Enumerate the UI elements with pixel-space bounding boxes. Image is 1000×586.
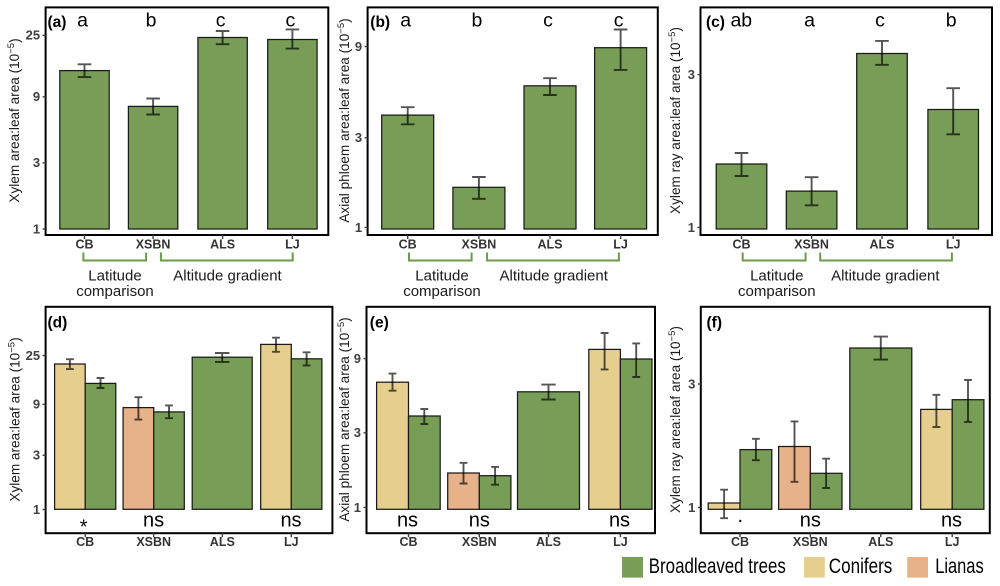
svg-text:a: a [804,10,815,32]
svg-text:LJ: LJ [946,238,961,252]
svg-text:ab: ab [730,10,752,32]
svg-text:Xylem ray area:leaf area (10−5: Xylem ray area:leaf area (10−5) [667,326,683,513]
svg-text:c: c [543,10,553,32]
svg-text:ALS: ALS [868,535,893,549]
svg-text:25: 25 [26,28,40,43]
svg-text:ns: ns [397,510,418,532]
svg-text:ALS: ALS [538,238,563,252]
svg-text:(d): (d) [48,315,68,332]
svg-text:1: 1 [33,502,40,517]
svg-text:ns: ns [280,510,301,532]
svg-text:c: c [875,10,885,32]
svg-text:comparison: comparison [403,283,481,300]
svg-text:LJ: LJ [285,238,300,252]
svg-text:LJ: LJ [945,535,960,549]
svg-text:3: 3 [354,425,361,440]
svg-text:XSBN: XSBN [136,238,171,252]
svg-text:1: 1 [354,500,361,515]
svg-text:Xylem area:leaf area (10−5): Xylem area:leaf area (10−5) [6,38,22,202]
svg-text:1: 1 [33,221,40,236]
svg-text:1: 1 [688,500,695,515]
svg-text:c: c [286,10,296,32]
svg-text:CB: CB [399,238,417,252]
svg-text:(a): (a) [48,14,67,31]
svg-text:ns: ns [941,510,962,532]
svg-text:Altitude gradient: Altitude gradient [499,268,608,285]
svg-text:(f): (f) [707,315,723,332]
svg-text:Axial phloem area:leaf area (1: Axial phloem area:leaf area (10−5) [336,317,352,521]
svg-text:(c): (c) [706,14,725,31]
svg-text:Altitude gradient: Altitude gradient [173,268,282,285]
svg-text:CB: CB [76,535,94,549]
svg-text:LJ: LJ [284,535,299,549]
svg-text:XSBN: XSBN [462,238,497,252]
svg-text:Conifers: Conifers [829,555,893,578]
svg-text:Latitude: Latitude [415,268,468,285]
svg-text:*: * [80,517,88,539]
svg-text:3: 3 [688,376,695,391]
svg-text:.: . [738,505,744,527]
svg-text:9: 9 [33,397,40,412]
svg-text:3: 3 [355,130,362,145]
svg-text:ALS: ALS [536,535,561,549]
svg-text:Axial phloem area:leaf area (1: Axial phloem area:leaf area (10−5) [336,18,352,222]
svg-text:a: a [400,10,411,32]
svg-text:ns: ns [609,510,630,532]
svg-text:a: a [77,10,88,32]
svg-text:LJ: LJ [613,238,628,252]
svg-text:XSBN: XSBN [136,535,171,549]
svg-text:1: 1 [355,220,362,235]
svg-text:XSBN: XSBN [794,238,829,252]
svg-text:Latitude: Latitude [750,268,803,285]
svg-text:3: 3 [688,67,695,82]
svg-text:c: c [216,10,226,32]
svg-text:9: 9 [354,351,361,366]
svg-text:Xylem area:leaf area (10−5): Xylem area:leaf area (10−5) [6,337,22,501]
svg-text:comparison: comparison [76,283,154,300]
svg-text:CB: CB [399,535,417,549]
svg-text:(e): (e) [370,315,389,332]
svg-text:Altitude gradient: Altitude gradient [831,268,940,285]
svg-text:3: 3 [33,448,40,463]
svg-text:3: 3 [33,155,40,170]
svg-text:ns: ns [469,510,490,532]
svg-text:25: 25 [26,348,40,363]
svg-text:Lianas: Lianas [935,555,984,578]
svg-text:9: 9 [33,89,40,104]
svg-text:9: 9 [355,39,362,54]
svg-text:(b): (b) [370,14,390,31]
svg-text:CB: CB [732,238,750,252]
svg-text:b: b [946,10,957,32]
svg-text:Latitude: Latitude [88,268,141,285]
svg-text:b: b [146,10,157,32]
svg-text:XSBN: XSBN [462,535,497,549]
svg-text:comparison: comparison [738,283,816,300]
svg-text:1: 1 [688,220,695,235]
svg-text:ALS: ALS [870,238,895,252]
svg-text:ns: ns [143,510,164,532]
svg-text:LJ: LJ [613,535,628,549]
svg-text:Broadleaved trees: Broadleaved trees [649,555,786,578]
svg-text:c: c [614,10,624,32]
svg-text:ns: ns [800,510,821,532]
svg-text:CB: CB [731,535,749,549]
svg-text:ALS: ALS [210,535,235,549]
svg-text:Xylem ray area:leaf area (10−5: Xylem ray area:leaf area (10−5) [667,27,683,214]
svg-text:CB: CB [75,238,93,252]
svg-text:ALS: ALS [210,238,235,252]
svg-text:b: b [471,10,482,32]
svg-text:XSBN: XSBN [793,535,828,549]
